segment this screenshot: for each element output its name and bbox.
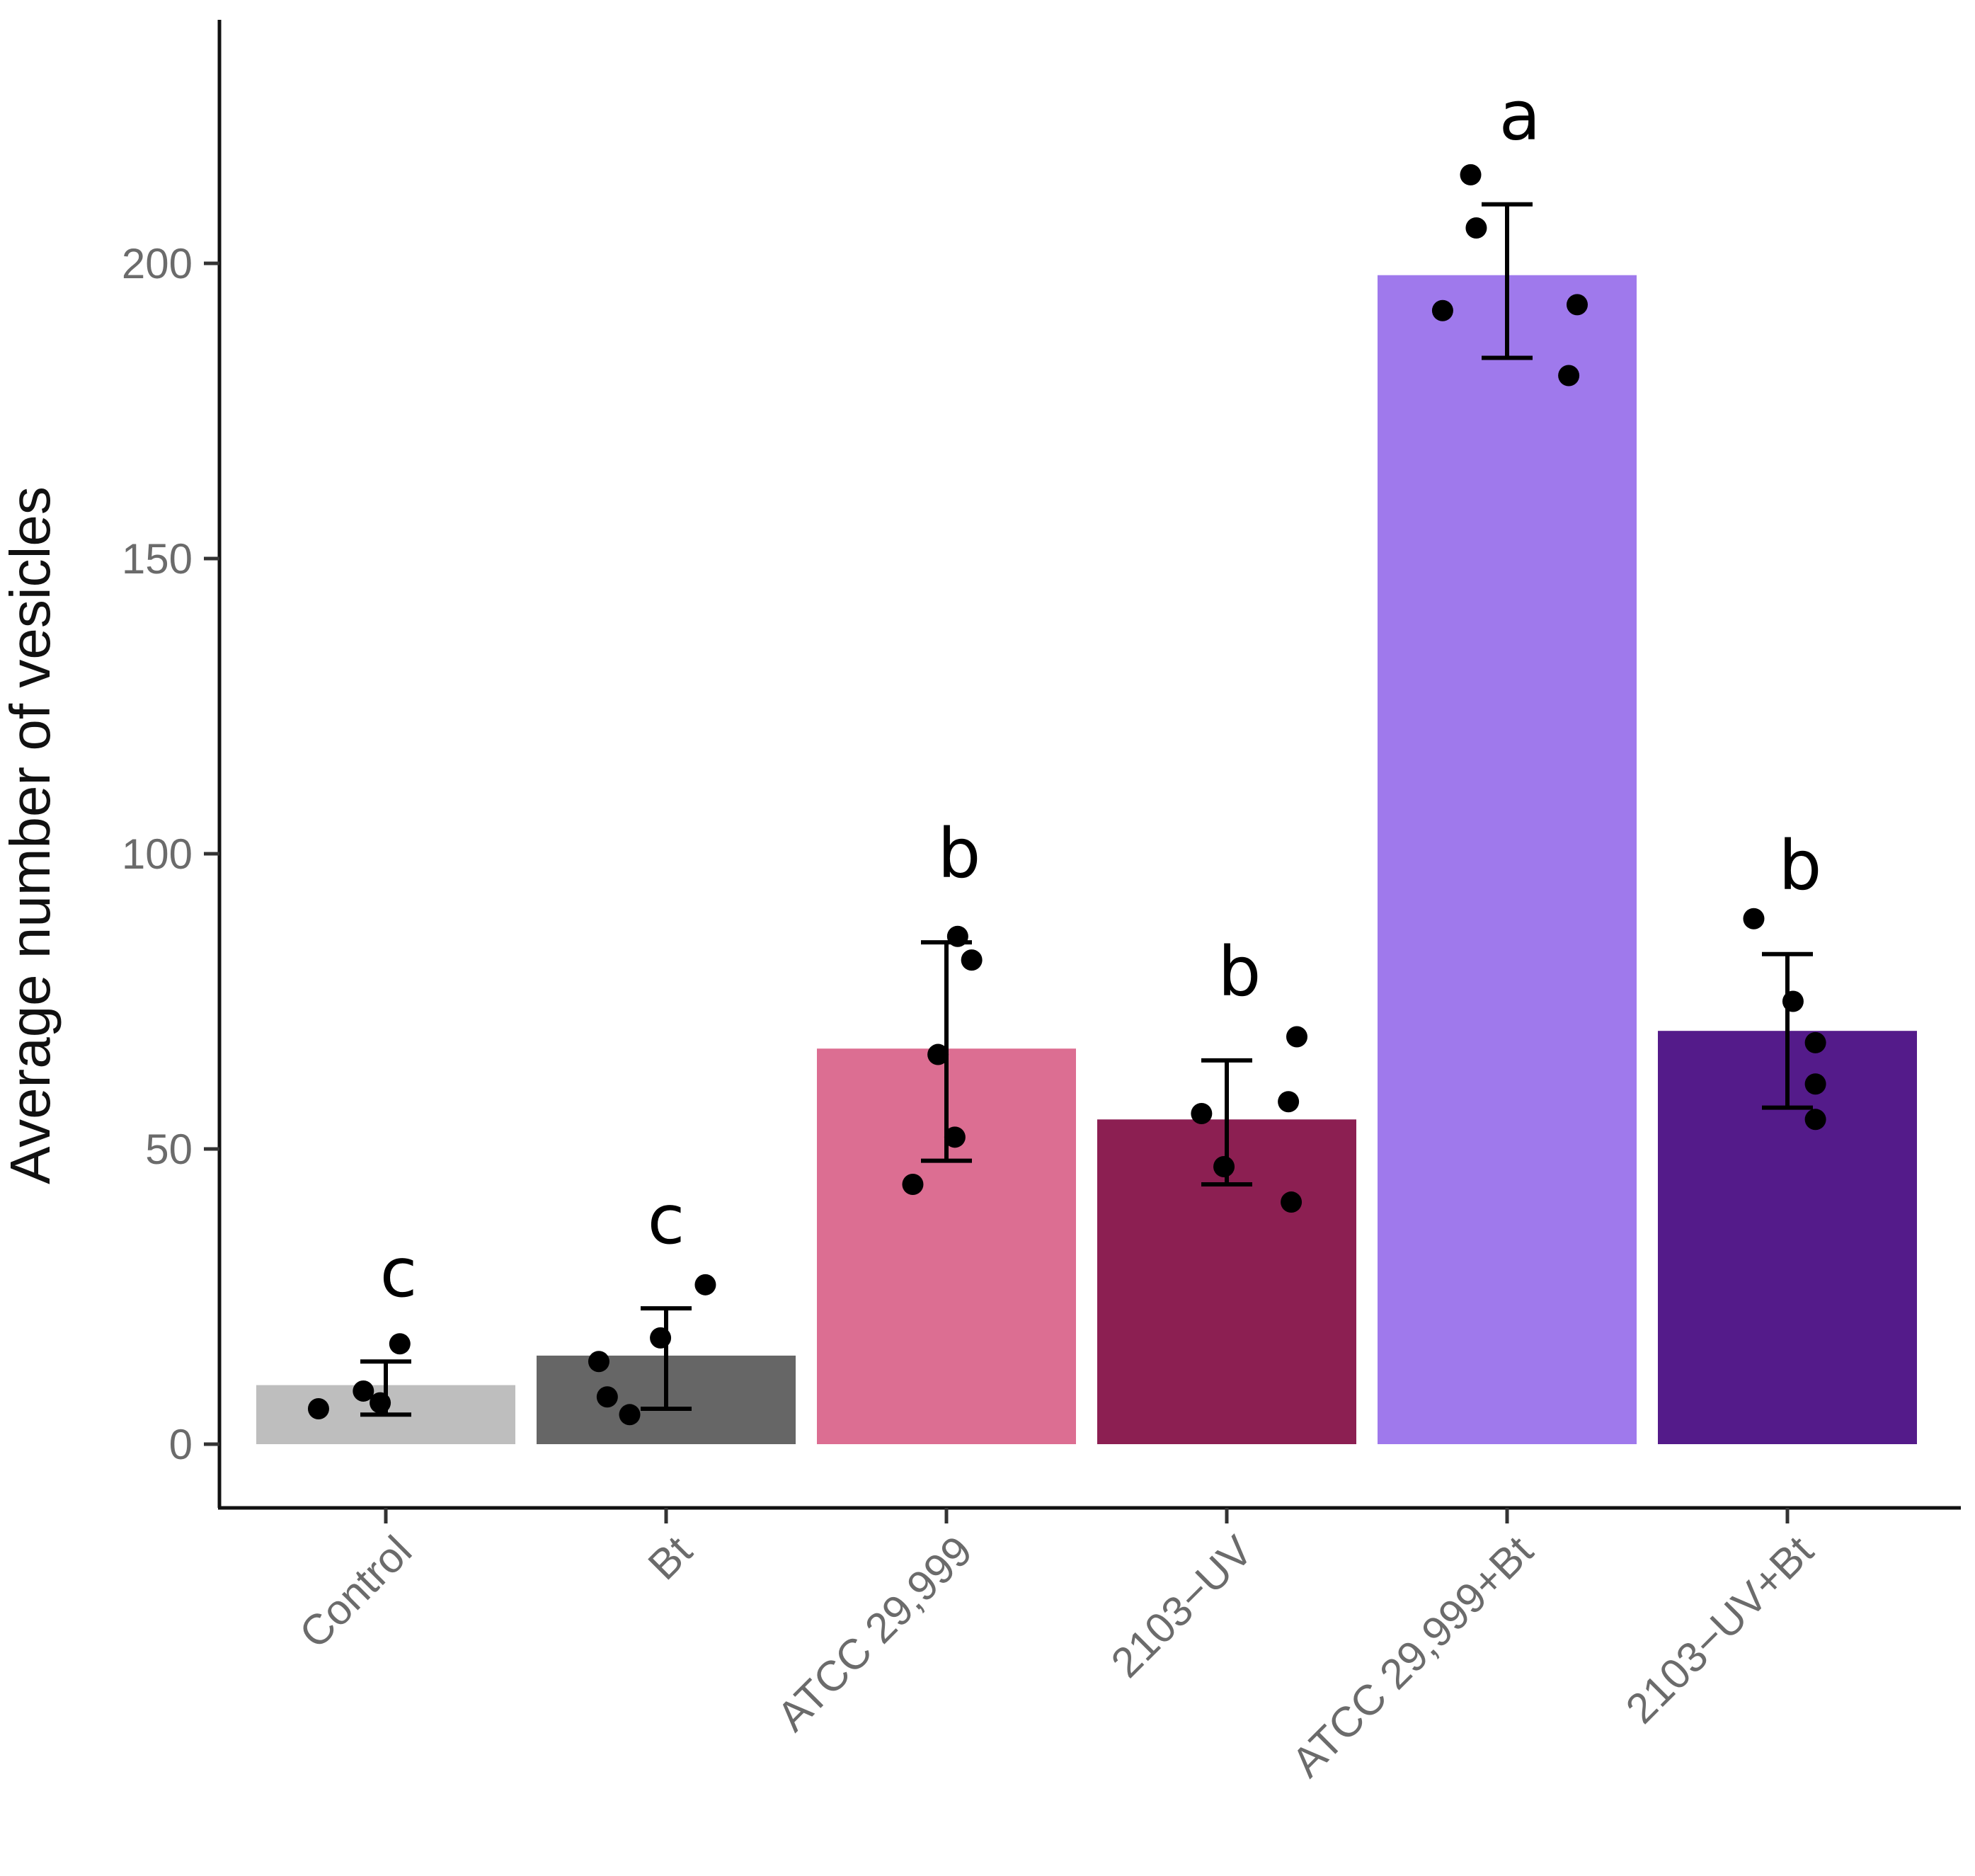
x-tick-label-1: Bt (639, 1527, 702, 1589)
data-point (1804, 1031, 1826, 1053)
significance-letter-1: c (648, 1180, 685, 1259)
significance-letter-0: c (380, 1233, 418, 1312)
significance-letters: c c b b a b (380, 76, 1822, 1313)
significance-letter-3: b (1218, 932, 1261, 1012)
data-point (1431, 299, 1453, 321)
x-tick-label-0: Control (290, 1527, 420, 1657)
axes (217, 20, 1961, 1510)
significance-letter-5: b (1779, 826, 1822, 905)
x-tick-label-2: ATCC 29,999 (768, 1527, 981, 1740)
x-tick-label-5: 2103−UV+Bt (1617, 1527, 1823, 1733)
error-bar-5 (1762, 951, 1813, 1110)
data-point (588, 1351, 609, 1373)
data-point (389, 1333, 411, 1355)
y-tick-label: 100 (122, 830, 193, 878)
data-point (1278, 1091, 1300, 1113)
data-point (1743, 908, 1765, 930)
y-axis-ticks: 0 50 100 150 200 (122, 240, 219, 1468)
data-point (370, 1392, 391, 1414)
significance-letter-4: a (1499, 76, 1541, 156)
data-point (1191, 1102, 1213, 1124)
data-point (961, 949, 983, 971)
data-points (307, 164, 1826, 1426)
y-tick-label: 200 (122, 240, 193, 287)
y-tick-label: 50 (145, 1126, 193, 1173)
data-point (596, 1386, 618, 1408)
data-point (946, 925, 968, 947)
data-point (1465, 217, 1487, 239)
data-point (1804, 1073, 1826, 1095)
data-point (944, 1126, 966, 1148)
data-point (902, 1174, 924, 1196)
y-tick-label: 0 (169, 1421, 193, 1468)
data-point (619, 1404, 641, 1426)
data-point (1558, 365, 1580, 387)
data-point (1782, 990, 1804, 1012)
data-point (1804, 1109, 1826, 1131)
data-point (927, 1043, 949, 1065)
x-tick-label-3: 2103−UV (1102, 1527, 1261, 1686)
error-bar-4 (1482, 202, 1533, 360)
data-point (1281, 1191, 1303, 1213)
x-tick-label-4: ATCC 29,999+Bt (1283, 1527, 1542, 1786)
data-point (1286, 1026, 1307, 1048)
data-point (1567, 294, 1588, 316)
data-point (1213, 1156, 1235, 1178)
x-axis-ticks: Control Bt ATCC 29,999 2103−UV ATCC 29,999+B… (290, 1508, 1822, 1786)
y-axis-title: Average number of vesicles (0, 486, 62, 1184)
data-point (650, 1327, 672, 1349)
data-point (1460, 164, 1482, 185)
error-bar-1 (641, 1306, 692, 1411)
bar-4 (1378, 275, 1637, 1445)
y-tick-label: 150 (122, 535, 193, 583)
data-point (307, 1397, 329, 1419)
data-point (694, 1274, 716, 1296)
significance-letter-2: b (938, 814, 981, 893)
data-point (353, 1380, 374, 1402)
bars (256, 275, 1917, 1445)
